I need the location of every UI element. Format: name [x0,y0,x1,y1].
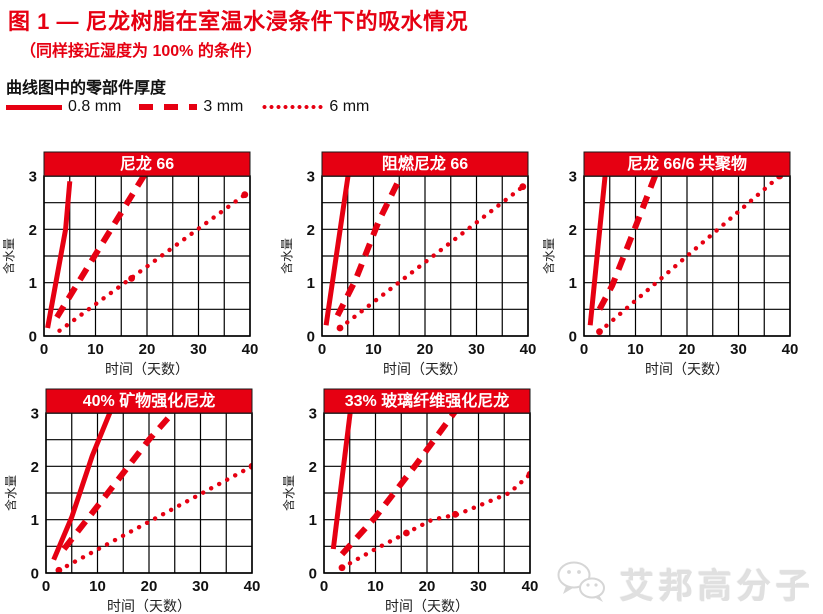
svg-text:0: 0 [29,329,37,346]
thickness-legend: 0.8 mm 3 mm 6 mm [6,98,369,116]
svg-text:0: 0 [580,341,588,358]
svg-text:0: 0 [318,341,326,358]
svg-text:3: 3 [31,406,39,423]
svg-text:0: 0 [40,341,48,358]
svg-text:30: 30 [468,341,485,358]
svg-text:20: 20 [141,578,158,595]
svg-text:3: 3 [29,169,37,186]
svg-text:2: 2 [307,222,315,239]
svg-text:2: 2 [309,459,317,476]
svg-text:40: 40 [244,578,261,595]
svg-text:10: 10 [89,578,106,595]
svg-text:含水量: 含水量 [1,238,16,274]
svg-text:30: 30 [190,341,207,358]
chart-nylon-66: 尼龙 66 0 10 20 30 40 0 1 2 3 时间（天数） 含水量 [0,146,272,382]
figure-subtitle: （同样接近湿度为 100% 的条件） [20,43,262,60]
svg-text:30: 30 [470,578,487,595]
svg-text:20: 20 [139,341,156,358]
svg-text:含水量: 含水量 [281,475,296,511]
svg-text:尼龙 66/6 共聚物: 尼龙 66/6 共聚物 [627,154,747,173]
legend-item-0-8mm: 0.8 mm [6,98,121,116]
svg-text:1: 1 [307,275,315,292]
svg-text:40: 40 [242,341,259,358]
svg-text:10: 10 [627,341,644,358]
svg-text:尼龙 66: 尼龙 66 [120,154,174,173]
svg-text:0: 0 [309,566,317,583]
legend-label: 6 mm [329,98,370,115]
svg-text:时间（天数）: 时间（天数） [385,598,469,614]
svg-text:10: 10 [365,341,382,358]
svg-text:3: 3 [569,169,577,186]
svg-text:时间（天数）: 时间（天数） [107,598,191,614]
legend-item-6mm: 6 mm [261,98,369,116]
dotted-line-swatch [261,104,324,110]
svg-text:20: 20 [679,341,696,358]
chart-33pct-glass-fiber-reinforced-nylon: 33% 玻璃纤维强化尼龙 0 10 20 30 40 0 1 2 3 时间（天数） 含水量 [280,383,552,614]
svg-text:30: 30 [730,341,747,358]
svg-text:2: 2 [29,222,37,239]
svg-text:时间（天数）: 时间（天数） [383,361,467,377]
chart-flame-retardant-nylon-66: 阻燃尼龙 66 0 10 20 30 40 0 1 2 3 时间（天数） 含水量 [278,146,550,382]
solid-line-swatch [6,104,62,110]
svg-text:阻燃尼龙 66: 阻燃尼龙 66 [382,154,468,173]
figure-title: 图 1 — 尼龙树脂在室温水浸条件下的吸水情况 [8,9,469,34]
svg-text:0: 0 [320,578,328,595]
svg-text:0: 0 [31,566,39,583]
svg-text:40: 40 [520,341,537,358]
svg-text:10: 10 [367,578,384,595]
svg-text:0: 0 [569,329,577,346]
wechat-bubbles-icon [557,561,605,602]
svg-text:40: 40 [782,341,799,358]
svg-text:30: 30 [192,578,209,595]
svg-text:1: 1 [31,512,39,529]
svg-text:0: 0 [307,329,315,346]
svg-text:含水量: 含水量 [541,238,556,274]
svg-text:1: 1 [309,512,317,529]
svg-text:含水量: 含水量 [3,475,18,511]
legend-label: 3 mm [203,98,244,115]
legend-item-3mm: 3 mm [139,98,243,116]
svg-text:20: 20 [417,341,434,358]
chart-nylon-66-6-copolymer: 尼龙 66/6 共聚物 0 10 20 30 40 0 1 2 3 时间（天数） 含水量 [540,146,812,382]
legend-title: 曲线图中的零部件厚度 [6,80,167,97]
svg-text:33% 玻璃纤维强化尼龙: 33% 玻璃纤维强化尼龙 [345,391,509,410]
svg-text:1: 1 [29,275,37,292]
svg-text:3: 3 [309,406,317,423]
svg-text:含水量: 含水量 [279,238,294,274]
legend-label: 0.8 mm [68,98,122,115]
svg-text:2: 2 [31,459,39,476]
svg-text:40: 40 [522,578,539,595]
svg-text:1: 1 [569,275,577,292]
svg-text:时间（天数）: 时间（天数） [645,361,729,377]
svg-text:20: 20 [419,578,436,595]
watermark-text: 艾邦高分子 [620,567,815,606]
svg-text:3: 3 [307,169,315,186]
svg-text:40% 矿物强化尼龙: 40% 矿物强化尼龙 [83,391,215,410]
svg-text:时间（天数）: 时间（天数） [105,361,189,377]
dashed-line-swatch [139,104,198,110]
chart-40pct-mineral-reinforced-nylon: 40% 矿物强化尼龙 0 10 20 30 40 0 1 2 3 时间（天数） 含水量 [2,383,274,614]
svg-text:0: 0 [42,578,50,595]
svg-text:2: 2 [569,222,577,239]
watermark: 艾邦高分子 [554,558,815,608]
svg-text:10: 10 [87,341,104,358]
